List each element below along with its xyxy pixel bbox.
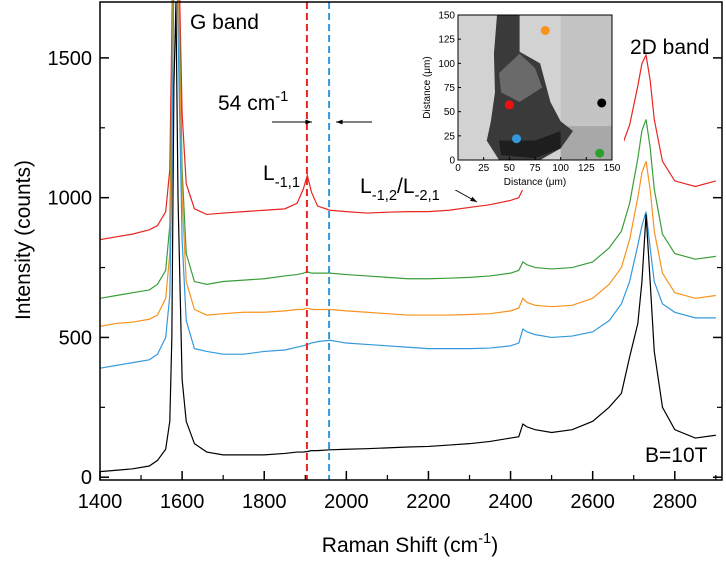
inset-y-tick-label: 50 [444, 107, 456, 118]
inset-x-tick-label: 25 [478, 163, 490, 174]
map-flake-inner [499, 53, 543, 102]
inset-x-tick-label: 50 [504, 163, 516, 174]
text-part: G band [190, 11, 259, 34]
map-point [512, 134, 522, 144]
y-tick-label: 500 [59, 327, 92, 349]
text-part: -1,1 [275, 175, 300, 191]
inset-x-tick-label: 0 [455, 163, 461, 174]
map-point [540, 25, 550, 35]
x-axis-label: Raman Shift (cm-1) [322, 531, 498, 557]
text-part: -1 [275, 89, 288, 105]
x-tick-label: 1600 [160, 491, 205, 513]
y-tick-label: 1500 [48, 48, 93, 70]
inset-x-label: Distance (μm) [504, 177, 566, 188]
inset-x-tick-label: 75 [529, 163, 541, 174]
text-part: 54 cm [218, 92, 275, 115]
spectrum-line [100, 1, 716, 473]
x-tick-label: 2600 [570, 491, 615, 513]
spectrum-line [100, 0, 716, 327]
map-point [504, 100, 514, 110]
inset-y-tick-label: 25 [444, 131, 456, 142]
text-part: /L [397, 175, 415, 198]
annotation: 54 cm-1 [218, 89, 288, 115]
y-tick-label: 1000 [48, 188, 93, 210]
x-tick-label: 1800 [242, 491, 287, 513]
arrow-head [336, 119, 343, 125]
x-tick-label: 2200 [406, 491, 451, 513]
inset-y-tick-label: 0 [449, 156, 455, 167]
spectrum-line [100, 0, 716, 241]
map-flake-low [499, 131, 561, 159]
text-part: Raman Shift (cm [322, 534, 478, 557]
arrow-head [470, 196, 477, 202]
y-tick-label: 0 [81, 467, 92, 489]
annotation: G band [190, 11, 259, 34]
inset-y-tick-label: 75 [444, 83, 456, 94]
annotation: B=10T [645, 444, 708, 467]
plot-area [100, 0, 716, 473]
x-tick-label: 1400 [78, 491, 123, 513]
map-point [595, 148, 605, 158]
text-part: -2,1 [415, 188, 440, 204]
text-part: 2D band [630, 36, 709, 59]
arrow-head [305, 119, 312, 125]
text-part: L [263, 162, 275, 185]
annotation: 2D band [630, 36, 709, 59]
x-tick-label: 2000 [324, 491, 369, 513]
y-axis-label: Intensity (counts) [12, 160, 35, 320]
map-point [597, 98, 607, 108]
x-tick-label: 2400 [488, 491, 533, 513]
spectrum-line [100, 0, 716, 369]
x-tick-label: 2800 [653, 491, 698, 513]
inset-y-tick-label: 125 [438, 35, 455, 46]
text-part: ) [491, 534, 498, 557]
inset-y-tick-label: 150 [438, 11, 455, 22]
text-part: -1 [478, 531, 491, 547]
text-part: -1,2 [372, 188, 397, 204]
text-part: L [360, 175, 372, 198]
plot-frame [99, 1, 723, 481]
annotation: L-1,1 [263, 162, 300, 191]
inset-y-label: Distance (μm) [422, 56, 433, 118]
text-part: B=10T [645, 444, 708, 467]
inset-x-tick-label: 100 [552, 163, 569, 174]
inset-x-tick-label: 125 [578, 163, 595, 174]
inset-y-tick-label: 100 [438, 59, 455, 70]
annotation: L-1,2/L-2,1 [360, 175, 440, 204]
spectrum-line [100, 0, 716, 299]
inset-x-tick-label: 150 [604, 163, 621, 174]
